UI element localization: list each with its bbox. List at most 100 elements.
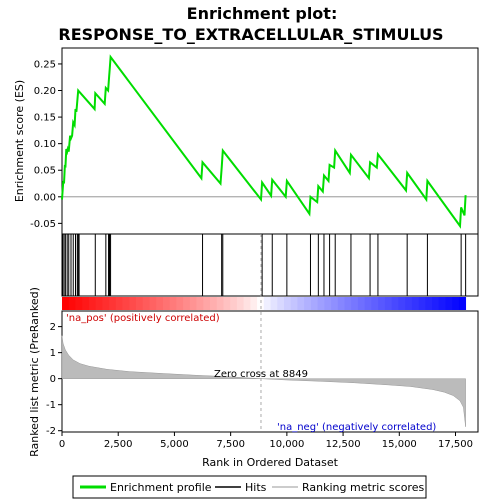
- metric-y-tick-label: -1: [46, 400, 56, 411]
- colorbar-segment: [418, 297, 426, 310]
- legend-hits-label: Hits: [245, 481, 267, 494]
- colorbar-segment: [290, 297, 298, 310]
- colorbar-segment: [129, 297, 137, 310]
- colorbar-segment: [135, 297, 144, 310]
- es-profile-line: [61, 54, 467, 229]
- es-y-tick-label: 0.10: [34, 139, 56, 150]
- colorbar-segment: [109, 297, 117, 310]
- es-y-tick-label: 0.05: [34, 166, 56, 177]
- colorbar-segment: [88, 297, 97, 310]
- colorbar-segment: [176, 297, 184, 310]
- colorbar-segment: [230, 297, 238, 310]
- colorbar-segment: [216, 297, 224, 310]
- colorbar-segment: [189, 297, 197, 310]
- colorbar-segment: [458, 297, 467, 310]
- colorbar-segment: [203, 297, 211, 310]
- metric-y-tick-label: 1: [50, 348, 56, 359]
- colorbar-segment: [378, 297, 386, 310]
- rank-colorbar: [62, 297, 467, 310]
- x-tick-label: 17,500: [438, 439, 473, 450]
- neg-correlated-label: 'na_neg' (negatively correlated): [277, 422, 436, 433]
- colorbar-segment: [391, 297, 399, 310]
- x-tick-label: 15,000: [382, 439, 417, 450]
- pos-correlated-label: 'na_pos' (positively correlated): [66, 313, 220, 324]
- colorbar-segment: [236, 297, 245, 310]
- colorbar-segment: [384, 297, 393, 310]
- colorbar-segment: [169, 297, 177, 310]
- colorbar-segment: [405, 297, 413, 310]
- hits-panel: [61, 233, 479, 297]
- colorbar-segment: [283, 297, 292, 310]
- x-tick-label: 10,000: [269, 439, 304, 450]
- colorbar-segment: [445, 297, 453, 310]
- colorbar-segment: [398, 297, 406, 310]
- zero-cross-label: Zero cross at 8849: [214, 369, 308, 380]
- colorbar-segment: [431, 297, 440, 310]
- x-tick-label: 5,000: [160, 439, 189, 450]
- metric-y-tick-label: 2: [50, 322, 56, 333]
- es-y-tick-label: -0.05: [30, 219, 56, 230]
- colorbar-segment: [317, 297, 325, 310]
- colorbar-segment: [156, 297, 164, 310]
- colorbar-segment: [183, 297, 191, 310]
- es-y-tick-label: 0.15: [34, 113, 56, 124]
- colorbar-segment: [411, 297, 419, 310]
- colorbar-segment: [337, 297, 345, 310]
- es-panel: -0.05 0.00 0.05 0.10 0.15 0.20 0.25 Enrichment…: [13, 47, 479, 235]
- colorbar-segment: [310, 297, 319, 310]
- x-axis-label: Rank in Ordered Dataset: [202, 456, 339, 469]
- colorbar-segment: [331, 297, 339, 310]
- colorbar-segment: [82, 297, 90, 310]
- hits-frame: [61, 233, 479, 297]
- hit-markers: [62, 234, 467, 296]
- x-tick-label: 12,500: [326, 439, 361, 450]
- legend: Enrichment profile Hits Ranking metric s…: [72, 475, 427, 499]
- colorbar-segment: [297, 297, 305, 310]
- ranking-metric-area: [61, 335, 466, 427]
- colorbar-segment: [425, 297, 433, 310]
- legend-metric-label: Ranking metric scores: [302, 481, 424, 494]
- es-y-axis-label: Enrichment score (ES): [13, 80, 26, 202]
- colorbar-segment: [324, 297, 332, 310]
- metric-x-ticks: 0 2,500 5,000 7,500 10,000 12,500 15,000 17,500: [59, 432, 473, 450]
- es-y-ticks: -0.05 0.00 0.05 0.10 0.15 0.20 0.25: [30, 59, 62, 230]
- colorbar-segment: [75, 297, 83, 310]
- x-tick-label: 0: [59, 439, 65, 450]
- metric-y-tick-label: -2: [46, 426, 56, 437]
- x-tick-label: 2,500: [104, 439, 133, 450]
- colorbar-segment: [62, 297, 70, 310]
- metric-y-ticks: -2 -1 0 1 2: [46, 322, 62, 437]
- colorbar-segment: [270, 297, 278, 310]
- chart-title-line1: Enrichment plot:: [187, 4, 338, 23]
- es-y-tick-label: 0.20: [34, 86, 56, 97]
- colorbar-segment: [196, 297, 204, 310]
- colorbar-segment: [102, 297, 110, 310]
- colorbar-segment: [277, 297, 285, 310]
- metric-panel: Zero cross at 8849 'na_pos' (positively …: [28, 234, 479, 469]
- colorbar-segment: [304, 297, 312, 310]
- colorbar-segment: [257, 297, 265, 310]
- colorbar-segment: [142, 297, 150, 310]
- colorbar-segment: [344, 297, 352, 310]
- colorbar-segment: [371, 297, 379, 310]
- colorbar-segment: [250, 297, 258, 310]
- colorbar-segment: [149, 297, 157, 310]
- colorbar-segment: [357, 297, 366, 310]
- colorbar-segment: [452, 297, 460, 310]
- colorbar-segment: [209, 297, 218, 310]
- chart-title-line2: RESPONSE_TO_EXTRACELLULAR_STIMULUS: [58, 25, 443, 44]
- colorbar-segment: [351, 297, 359, 310]
- colorbar-segment: [263, 297, 271, 310]
- metric-y-axis-label: Ranked list metric (PreRanked): [28, 287, 41, 457]
- metric-y-tick-label: 0: [50, 374, 56, 385]
- colorbar-segment: [364, 297, 372, 310]
- colorbar-segment: [243, 297, 251, 310]
- colorbar-segment: [95, 297, 103, 310]
- colorbar-segment: [122, 297, 130, 310]
- colorbar-segment: [115, 297, 123, 310]
- colorbar-segment: [438, 297, 446, 310]
- x-tick-label: 7,500: [216, 439, 245, 450]
- es-y-tick-label: 0.00: [34, 192, 56, 203]
